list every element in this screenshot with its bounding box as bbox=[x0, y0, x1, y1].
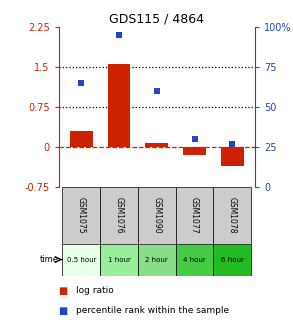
Bar bbox=[176, 244, 213, 276]
Text: 1 hour: 1 hour bbox=[108, 257, 130, 262]
Point bbox=[154, 88, 159, 93]
Point bbox=[79, 80, 84, 85]
Text: 0.5 hour: 0.5 hour bbox=[67, 257, 96, 262]
Bar bbox=[70, 131, 93, 147]
Bar bbox=[100, 244, 138, 276]
Bar bbox=[183, 147, 206, 155]
Text: GSM1075: GSM1075 bbox=[77, 197, 86, 234]
Text: GSM1076: GSM1076 bbox=[115, 197, 124, 234]
Bar bbox=[213, 187, 251, 244]
Text: log ratio: log ratio bbox=[76, 286, 114, 295]
Bar bbox=[138, 187, 176, 244]
Text: ■: ■ bbox=[59, 306, 68, 316]
Bar bbox=[62, 244, 100, 276]
Bar bbox=[176, 187, 213, 244]
Point bbox=[230, 141, 235, 146]
Text: GSM1078: GSM1078 bbox=[228, 197, 237, 234]
Text: 6 hour: 6 hour bbox=[221, 257, 244, 262]
Bar bbox=[138, 244, 176, 276]
Bar bbox=[145, 143, 168, 147]
Bar bbox=[221, 147, 243, 166]
Point bbox=[117, 32, 121, 38]
Bar bbox=[108, 64, 130, 147]
Text: ■: ■ bbox=[59, 286, 68, 296]
Text: 2 hour: 2 hour bbox=[145, 257, 168, 262]
Title: GDS115 / 4864: GDS115 / 4864 bbox=[109, 13, 204, 26]
Bar bbox=[100, 187, 138, 244]
Text: 4 hour: 4 hour bbox=[183, 257, 206, 262]
Bar bbox=[62, 187, 100, 244]
Text: percentile rank within the sample: percentile rank within the sample bbox=[76, 306, 229, 315]
Text: time: time bbox=[40, 255, 59, 264]
Text: GSM1077: GSM1077 bbox=[190, 197, 199, 234]
Text: GSM1090: GSM1090 bbox=[152, 197, 161, 234]
Bar bbox=[213, 244, 251, 276]
Point bbox=[192, 136, 197, 141]
